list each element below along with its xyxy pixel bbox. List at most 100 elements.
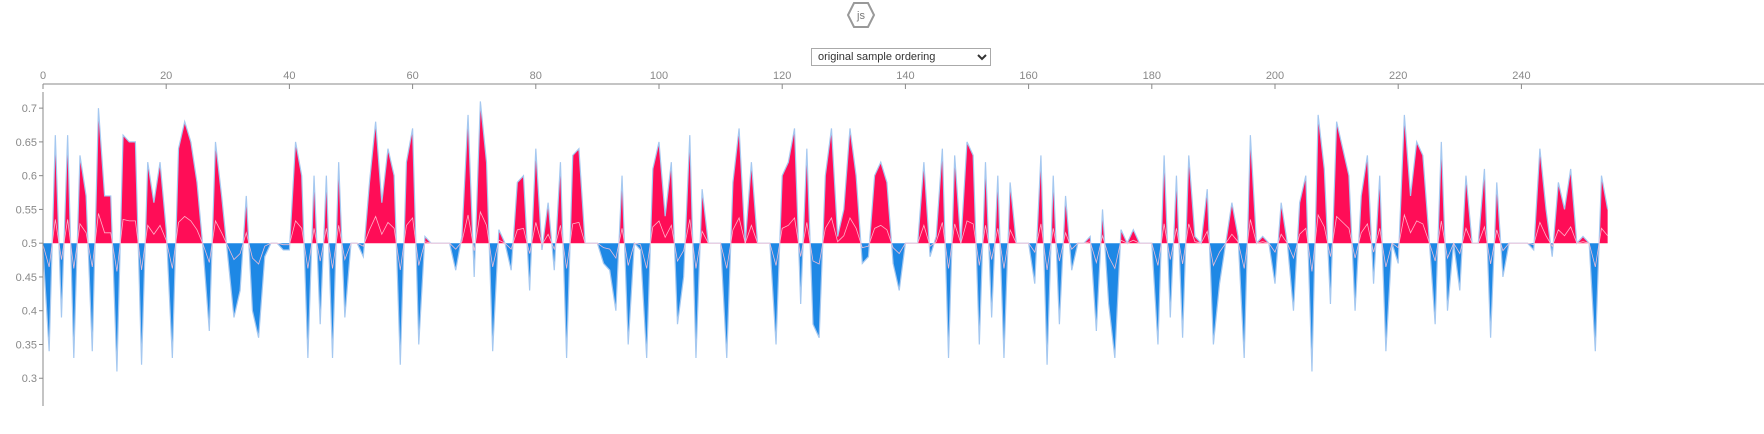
data-point[interactable] (1360, 195, 1362, 197)
data-point[interactable] (904, 242, 906, 244)
data-point[interactable] (159, 161, 161, 163)
data-point[interactable] (1496, 181, 1498, 183)
data-point[interactable] (1520, 242, 1522, 244)
data-point[interactable] (1046, 364, 1048, 366)
data-point[interactable] (1594, 350, 1596, 352)
data-point[interactable] (1452, 242, 1454, 244)
data-point[interactable] (1428, 235, 1430, 237)
data-point[interactable] (1348, 174, 1350, 176)
data-point[interactable] (202, 249, 204, 251)
data-point[interactable] (713, 242, 715, 244)
data-point[interactable] (393, 174, 395, 176)
data-point[interactable] (1483, 168, 1485, 170)
data-point[interactable] (1181, 337, 1183, 339)
data-point[interactable] (405, 161, 407, 163)
data-point[interactable] (510, 269, 512, 271)
data-point[interactable] (1157, 343, 1159, 345)
data-point[interactable] (984, 161, 986, 163)
data-point[interactable] (1089, 235, 1091, 237)
data-point[interactable] (719, 242, 721, 244)
data-point[interactable] (910, 242, 912, 244)
data-point[interactable] (670, 161, 672, 163)
data-point[interactable] (220, 195, 222, 197)
data-point[interactable] (578, 147, 580, 149)
data-point[interactable] (356, 242, 358, 244)
data-point[interactable] (251, 310, 253, 312)
data-point[interactable] (1471, 242, 1473, 244)
data-point[interactable] (1138, 242, 1140, 244)
data-point[interactable] (953, 154, 955, 156)
data-point[interactable] (264, 255, 266, 257)
data-point[interactable] (257, 337, 259, 339)
data-point[interactable] (331, 357, 333, 359)
data-point[interactable] (134, 141, 136, 143)
data-point[interactable] (1231, 201, 1233, 203)
data-point[interactable] (1397, 262, 1399, 264)
data-point[interactable] (676, 323, 678, 325)
data-point[interactable] (368, 181, 370, 183)
data-point[interactable] (1526, 242, 1528, 244)
data-point[interactable] (695, 357, 697, 359)
data-point[interactable] (411, 127, 413, 129)
data-point[interactable] (319, 323, 321, 325)
data-point[interactable] (1545, 208, 1547, 210)
data-point[interactable] (473, 276, 475, 278)
data-point[interactable] (288, 249, 290, 251)
data-point[interactable] (1569, 168, 1571, 170)
data-point[interactable] (1200, 242, 1202, 244)
data-point[interactable] (1218, 283, 1220, 285)
data-point[interactable] (1003, 357, 1005, 359)
data-point[interactable] (535, 147, 537, 149)
data-point[interactable] (276, 242, 278, 244)
data-point[interactable] (886, 181, 888, 183)
data-point[interactable] (362, 255, 364, 257)
data-point[interactable] (461, 235, 463, 237)
data-point[interactable] (1311, 370, 1313, 372)
data-point[interactable] (738, 127, 740, 129)
data-point[interactable] (645, 357, 647, 359)
data-point[interactable] (1409, 195, 1411, 197)
data-point[interactable] (1040, 154, 1042, 156)
data-point[interactable] (301, 174, 303, 176)
data-point[interactable] (541, 249, 543, 251)
data-point[interactable] (732, 181, 734, 183)
data-point[interactable] (1052, 174, 1054, 176)
data-point[interactable] (873, 174, 875, 176)
data-point[interactable] (1403, 114, 1405, 116)
data-point[interactable] (294, 141, 296, 143)
data-point[interactable] (812, 323, 814, 325)
data-point[interactable] (381, 201, 383, 203)
data-point[interactable] (978, 343, 980, 345)
data-point[interactable] (726, 357, 728, 359)
data-point[interactable] (1015, 242, 1017, 244)
data-point[interactable] (522, 174, 524, 176)
data-point[interactable] (824, 174, 826, 176)
data-point[interactable] (430, 242, 432, 244)
data-point[interactable] (615, 310, 617, 312)
data-point[interactable] (1508, 242, 1510, 244)
data-point[interactable] (196, 181, 198, 183)
data-point[interactable] (1305, 174, 1307, 176)
data-point[interactable] (1489, 337, 1491, 339)
data-point[interactable] (1502, 276, 1504, 278)
data-point[interactable] (830, 127, 832, 129)
data-point[interactable] (448, 242, 450, 244)
data-point[interactable] (775, 343, 777, 345)
data-point[interactable] (1243, 357, 1245, 359)
data-point[interactable] (1144, 242, 1146, 244)
data-point[interactable] (1286, 242, 1288, 244)
data-point[interactable] (307, 357, 309, 359)
data-point[interactable] (1077, 242, 1079, 244)
data-point[interactable] (1132, 228, 1134, 230)
data-point[interactable] (85, 195, 87, 197)
data-point[interactable] (1064, 195, 1066, 197)
data-point[interactable] (1188, 154, 1190, 156)
data-point[interactable] (1372, 283, 1374, 285)
data-point[interactable] (442, 242, 444, 244)
data-point[interactable] (1268, 242, 1270, 244)
data-point[interactable] (929, 255, 931, 257)
data-point[interactable] (621, 174, 623, 176)
data-point[interactable] (917, 242, 919, 244)
data-point[interactable] (313, 174, 315, 176)
data-point[interactable] (48, 350, 50, 352)
